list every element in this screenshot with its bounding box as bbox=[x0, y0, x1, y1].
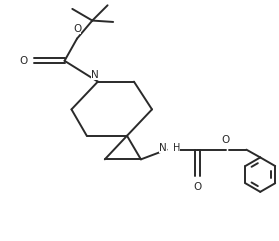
Text: O: O bbox=[73, 24, 81, 33]
Text: N: N bbox=[159, 143, 167, 153]
Text: N: N bbox=[91, 70, 98, 80]
Text: O: O bbox=[222, 135, 230, 145]
Text: O: O bbox=[20, 56, 28, 66]
Text: H: H bbox=[173, 143, 180, 153]
Text: O: O bbox=[194, 181, 202, 192]
